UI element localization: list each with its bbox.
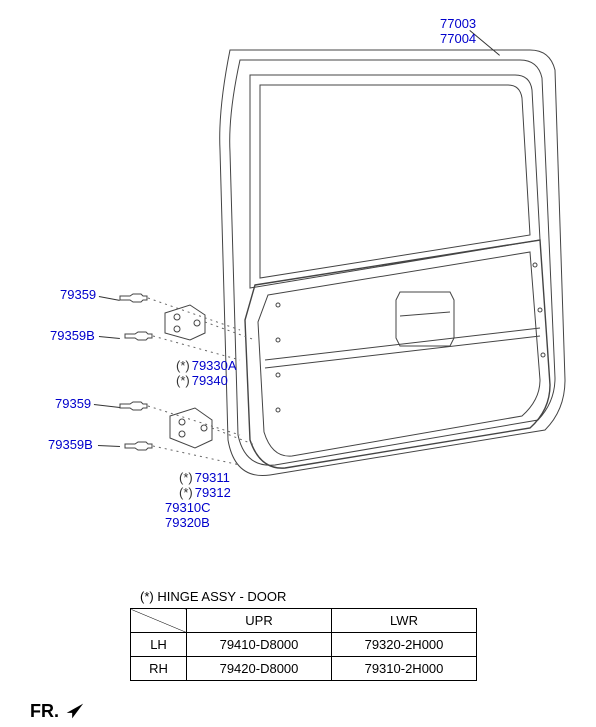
callout-star: (*)	[176, 358, 190, 373]
callout-79359B-a: 79359B	[50, 328, 95, 343]
fr-label: FR.	[30, 701, 59, 722]
callout-79340: (*)79340	[176, 373, 228, 388]
table-cell: 79320-2H000	[332, 633, 477, 657]
callout-77004: 77004	[440, 31, 476, 46]
callout-79320B: 79320B	[165, 515, 210, 530]
callout-star: (*)	[179, 470, 193, 485]
callout-79359-b: 79359	[55, 396, 91, 411]
callout-79310C: 79310C	[165, 500, 211, 515]
table-row: LH79410-D800079320-2H000	[131, 633, 477, 657]
callout-text: 79359B	[50, 328, 95, 343]
callout-79359B-b: 79359B	[48, 437, 93, 452]
callout-79330A: (*)79330A	[176, 358, 237, 373]
callout-text: 79320B	[165, 515, 210, 530]
table-title-text: HINGE ASSY - DOOR	[157, 589, 286, 604]
front-direction-indicator: FR.	[30, 700, 85, 722]
table-cell: 79420-D8000	[187, 657, 332, 681]
callout-text: 79340	[192, 373, 228, 388]
callout-star: (*)	[176, 373, 190, 388]
callout-79359-a: 79359	[60, 287, 96, 302]
callout-text: 77004	[440, 31, 476, 46]
table-col-upr: UPR	[187, 609, 332, 633]
callout-text: 79359B	[48, 437, 93, 452]
table-cell: 79410-D8000	[187, 633, 332, 657]
callout-text: 79312	[195, 485, 231, 500]
callout-text: 79359	[55, 396, 91, 411]
table-col-lwr: LWR	[332, 609, 477, 633]
table-title: (*) HINGE ASSY - DOOR	[140, 589, 286, 604]
callout-star: (*)	[179, 485, 193, 500]
row-label: LH	[131, 633, 187, 657]
callout-text: 77003	[440, 16, 476, 31]
callout-77003: 77003	[440, 16, 476, 31]
callout-text: 79311	[195, 470, 230, 485]
callout-79312: (*)79312	[179, 485, 231, 500]
callout-text: 79310C	[165, 500, 211, 515]
callout-text: 79330A	[192, 358, 237, 373]
table-row: RH79420-D800079310-2H000	[131, 657, 477, 681]
door-diagram	[100, 30, 570, 500]
callout-79311: (*)79311	[179, 470, 230, 485]
table-corner	[131, 609, 187, 633]
front-arrow-icon	[63, 700, 85, 722]
table-title-star: (*)	[140, 589, 154, 604]
row-label: RH	[131, 657, 187, 681]
callout-text: 79359	[60, 287, 96, 302]
table-cell: 79310-2H000	[332, 657, 477, 681]
hinge-table: UPR LWR LH79410-D800079320-2H000RH79420-…	[130, 608, 477, 681]
